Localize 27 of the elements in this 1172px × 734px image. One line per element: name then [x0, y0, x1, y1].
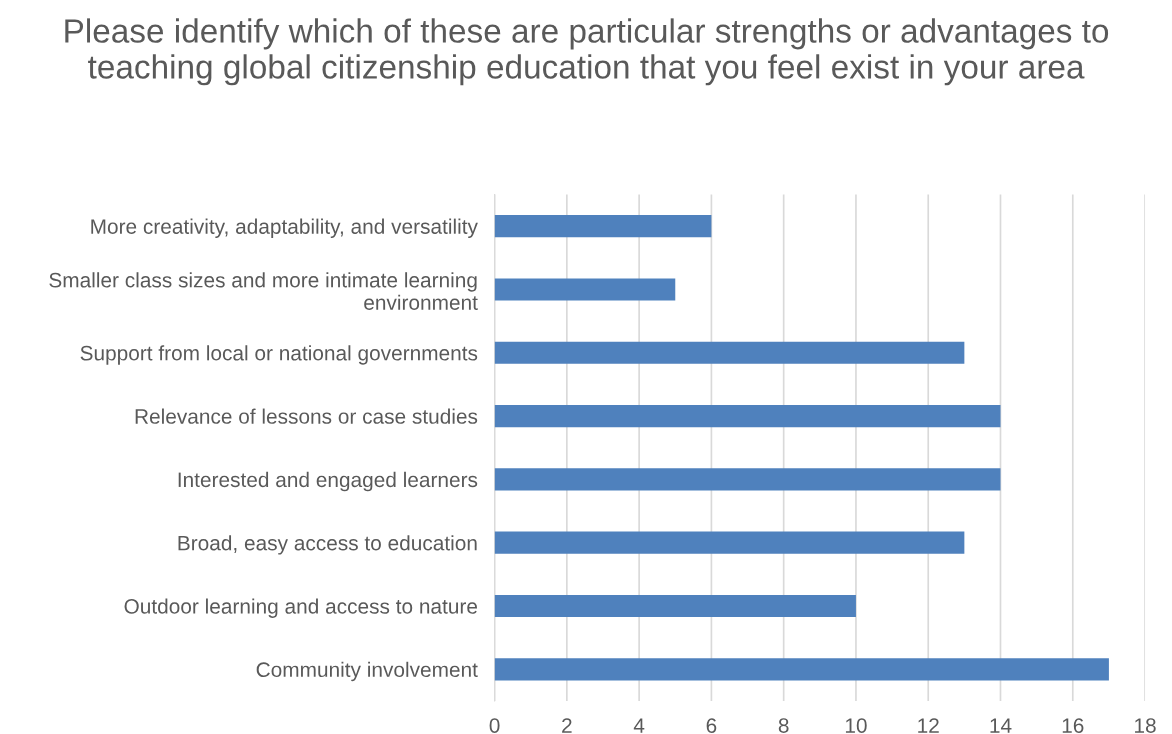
y-tick-label: Smaller class sizes and more intimate learning environment [49, 272, 478, 310]
y-tick-label: Relevance of lessons or case studies [135, 408, 478, 424]
y-tick-label: Interested and engaged learners [178, 471, 478, 492]
bar [494, 215, 712, 238]
x-tick-label: 14 [990, 718, 1012, 733]
bar [494, 341, 965, 364]
x-tick-label: 0 [489, 718, 500, 733]
bar [494, 594, 856, 618]
bar [494, 531, 965, 554]
bar [494, 468, 1001, 491]
y-tick-label: Support from local or national governments [80, 345, 478, 365]
bar [494, 405, 1001, 428]
y-tick-label: Broad, easy access to education [178, 535, 477, 555]
x-tick-label: 4 [633, 718, 645, 733]
x-tick-label: 2 [562, 718, 572, 733]
x-tick-label: 8 [778, 718, 789, 733]
bar [494, 278, 676, 301]
x-tick-label: 12 [918, 718, 939, 733]
x-tick-label: 10 [845, 718, 867, 733]
bar [494, 658, 1109, 681]
x-tick-label: 18 [1135, 718, 1156, 733]
x-tick-label: 6 [706, 718, 717, 733]
x-tick-label: 16 [1062, 718, 1084, 733]
y-tick-label: Outdoor learning and access to nature [124, 598, 478, 618]
y-tick-label: More creativity, adaptability, and versatility [91, 218, 478, 239]
y-tick-label: Community involvement [256, 661, 478, 682]
chart-title: Please identify which of these are particular strengths or advantages to teaching global citizenship education that you feel exist in your area [65, 18, 1109, 86]
